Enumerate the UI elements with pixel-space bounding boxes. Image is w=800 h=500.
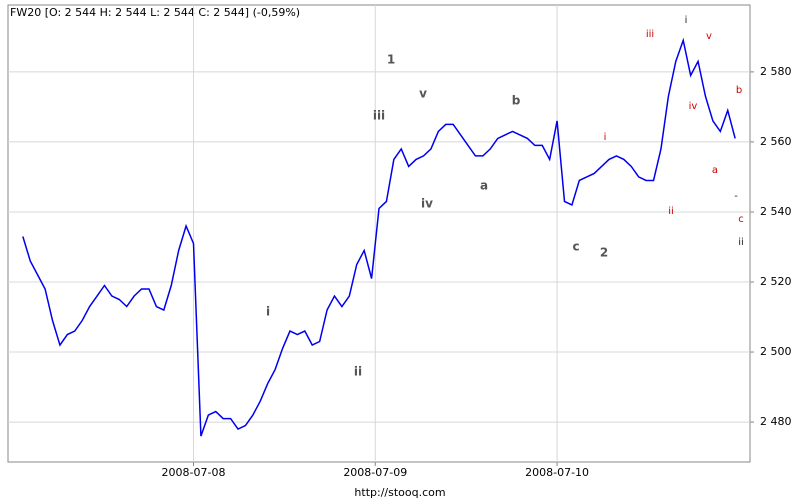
wave-label: b (512, 94, 521, 108)
wave-label: c (572, 240, 579, 254)
wave-label: i (266, 305, 270, 319)
x-tick-label: 2008-07-10 (525, 466, 589, 479)
wave-label: 1 (387, 53, 395, 67)
wave-label: a (480, 179, 488, 193)
y-tick-label: 2 520 (760, 275, 792, 288)
wave-label: iii (646, 29, 654, 40)
y-tick-label: 2 560 (760, 135, 792, 148)
wave-label: a (712, 165, 718, 176)
wave-label: - (734, 191, 738, 202)
footer: http://stooq.com (354, 486, 445, 499)
plot-area (7, 4, 751, 463)
wave-label: iii (373, 109, 385, 123)
wave-label: ii (668, 206, 674, 217)
x-tick-label: 2008-07-08 (162, 466, 226, 479)
wave-label: iv (421, 197, 433, 211)
y-tick-label: 2 540 (760, 205, 792, 218)
x-tick-label: 2008-07-09 (343, 466, 407, 479)
wave-label: i (685, 15, 688, 26)
wave-label: ii (738, 237, 744, 248)
wave-label: i (604, 132, 607, 143)
wave-label: 2 (600, 246, 608, 260)
wave-label: ii (354, 365, 362, 379)
wave-label: b (736, 85, 742, 96)
y-tick-label: 2 480 (760, 415, 792, 428)
wave-label: c (738, 214, 744, 225)
wave-label: iv (689, 101, 698, 112)
price-line (22, 37, 736, 437)
y-tick-label: 2 580 (760, 65, 792, 78)
chart-title: FW20 [O: 2 544 H: 2 544 L: 2 544 C: 2 54… (10, 6, 300, 19)
y-tick-label: 2 500 (760, 345, 792, 358)
wave-label: v (706, 31, 712, 42)
wave-label: v (419, 87, 427, 101)
